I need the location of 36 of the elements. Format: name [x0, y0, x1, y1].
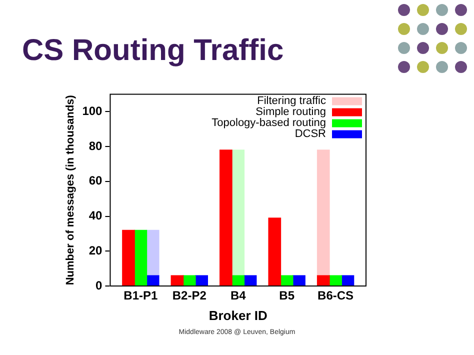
bar	[146, 275, 160, 286]
legend-label: Simple routing	[256, 106, 326, 118]
x-tick-label: B5	[279, 288, 295, 303]
y-tick-label: 0	[96, 278, 103, 292]
bar	[244, 275, 257, 286]
bar	[268, 218, 282, 286]
bar	[146, 230, 160, 276]
legend-label: Topology-based routing	[212, 117, 326, 130]
bar	[316, 150, 330, 276]
legend-label: DCSR	[294, 128, 326, 140]
bar	[134, 230, 148, 286]
bar	[232, 150, 245, 276]
x-tick-label: B2-P2	[172, 288, 207, 303]
y-tick-label: 60	[88, 174, 103, 188]
legend-label: Filtering traffic	[257, 95, 326, 108]
bar	[232, 275, 245, 286]
x-tick-label: B1-P1	[124, 288, 158, 303]
bar	[182, 275, 196, 286]
x-tick-label: B4	[230, 288, 246, 303]
bar	[122, 230, 135, 286]
y-tick-label: 80	[88, 138, 103, 153]
y-tick-label: 40	[88, 208, 103, 223]
bar	[316, 275, 330, 286]
x-tick-label: B6-CS	[318, 288, 354, 303]
y-axis-title: Number of messages (in thousands)	[64, 94, 77, 286]
x-axis-title: Broker ID	[208, 308, 268, 323]
bar	[329, 275, 342, 286]
y-tick-label: 100	[82, 104, 103, 118]
bar	[220, 150, 232, 286]
chart-title: CS Routing Traffic	[22, 34, 284, 68]
y-tick-label: 20	[88, 243, 103, 258]
bar	[292, 275, 306, 286]
bar	[280, 275, 294, 286]
bar	[170, 275, 184, 286]
bar	[195, 275, 208, 286]
bar	[341, 275, 354, 286]
